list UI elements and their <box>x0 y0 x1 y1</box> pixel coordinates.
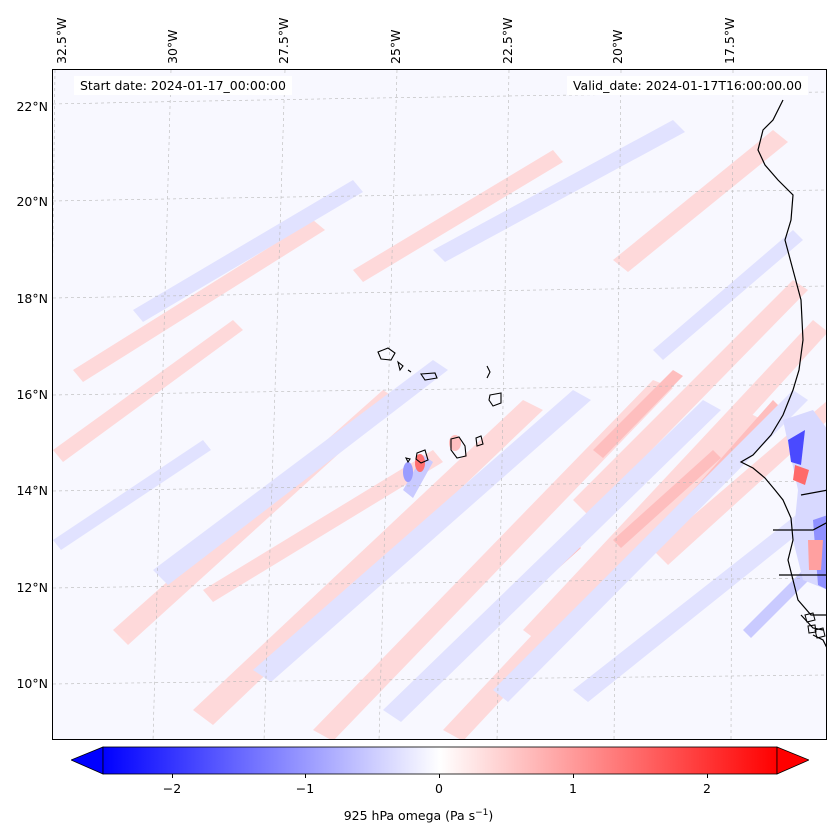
colorbar-tickmark <box>573 774 574 778</box>
map-panel: Start date: 2024-01-17_00:00:00 Valid_da… <box>52 69 827 740</box>
start-date-label: Start date: 2024-01-17_00:00:00 <box>74 76 292 95</box>
lon-label-32-5w: 32.5°W <box>54 17 69 64</box>
lon-label-17-5w: 17.5°W <box>722 17 737 64</box>
colorbar-tickmark <box>305 774 306 778</box>
valid-date-label: Valid_date: 2024-01-17T16:00:00.00 <box>566 76 808 95</box>
lon-label-22-5w: 22.5°W <box>500 17 515 64</box>
omega-contours <box>53 120 826 739</box>
coastal-omega-core <box>783 410 826 590</box>
lat-label-20n: 20°N <box>16 194 48 209</box>
lon-label-20w: 20°W <box>610 29 625 64</box>
bijagos-islands <box>804 612 826 639</box>
colorbar-body <box>102 746 778 775</box>
colorbar-tick-neg2: −2 <box>162 781 182 796</box>
colorbar-extend-max <box>776 746 809 775</box>
colorbar-tickmark <box>172 774 173 778</box>
colorbar-tick-2: 2 <box>703 781 711 796</box>
colorbar-extend-min <box>71 746 104 775</box>
lat-label-22n: 22°N <box>16 99 48 114</box>
colorbar <box>71 746 809 775</box>
colorbar-label: 925 hPa omega (Pa s−1) <box>0 808 837 823</box>
lon-label-25w: 25°W <box>388 29 403 64</box>
colorbar-tick-neg1: −1 <box>295 781 315 796</box>
colorbar-label-main: 925 hPa omega (Pa s <box>343 808 476 824</box>
colorbar-tickmark <box>439 774 440 778</box>
lon-label-27-5w: 27.5°W <box>276 17 291 64</box>
colorbar-label-exponent: −1 <box>475 808 489 818</box>
lat-label-10n: 10°N <box>16 676 48 691</box>
lat-label-16n: 16°N <box>16 387 48 402</box>
lat-label-18n: 18°N <box>16 291 48 306</box>
colorbar-tickmark <box>707 774 708 778</box>
lon-label-30w: 30°W <box>165 29 180 64</box>
lat-label-12n: 12°N <box>16 580 48 595</box>
colorbar-tick-1: 1 <box>569 781 577 796</box>
lat-label-14n: 14°N <box>16 483 48 498</box>
graticule <box>53 70 826 739</box>
colorbar-tick-0: 0 <box>435 781 443 796</box>
omega-field-map <box>53 70 826 739</box>
colorbar-label-close: ) <box>488 808 494 824</box>
cape-verde-islands <box>377 347 502 464</box>
